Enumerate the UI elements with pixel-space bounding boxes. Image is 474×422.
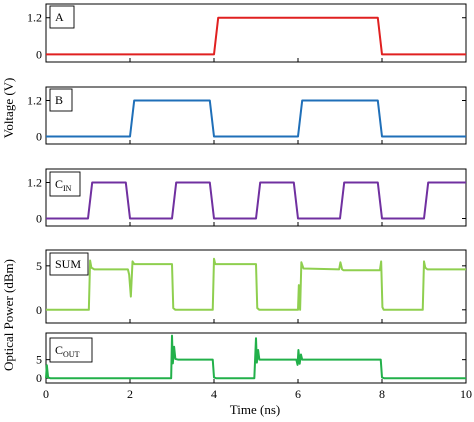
panel-tag-box: [49, 5, 75, 29]
series-line-a: [46, 16, 466, 56]
panel-tag-label: CIN: [55, 177, 72, 193]
x-tick-label: 10: [460, 387, 472, 401]
panel-2: 0 1.2 CIN: [27, 168, 467, 227]
x-tick-label: 4: [211, 387, 217, 401]
y-axis-title-optical: Optical Power (dBm): [1, 259, 16, 371]
y-tick-label: 1.2: [27, 11, 42, 25]
panel-frame: [45, 168, 467, 227]
panel-tag-label: COUT: [55, 343, 80, 359]
y-tick-label: 5: [36, 353, 42, 367]
panel-frame: [45, 3, 467, 63]
y-tick-label: 0: [36, 212, 42, 226]
panel-3: 0 5 SUM: [36, 249, 467, 324]
panel-tag-box: [49, 252, 89, 276]
panels-layer: 0 1.2 A 0 1.2 B 0 1.2 CIN 0 5 SUM 0 5 COUT: [27, 3, 467, 385]
x-tick-label: 8: [379, 387, 385, 401]
panel-tag-box: [49, 88, 73, 112]
x-axis-title: Time (ns): [230, 402, 280, 417]
y-tick-label: 0: [36, 371, 42, 385]
series-line-sum: [46, 257, 466, 311]
series-line-cout: [45, 334, 466, 380]
y-tick-label: 5: [36, 259, 42, 273]
y-tick-label: 0: [36, 47, 42, 61]
panel-frame: [45, 332, 467, 384]
panel-tag-label: B: [55, 93, 63, 107]
series-line-b: [46, 99, 466, 138]
panel-1: 0 1.2 B: [27, 86, 467, 145]
panel-frame: [45, 249, 467, 324]
y-tick-label: 0: [36, 303, 42, 317]
y-axis-title-voltage: Voltage (V): [1, 78, 16, 139]
panel-4: 0 5 COUT: [36, 332, 467, 385]
panel-frame: [45, 86, 467, 145]
y-tick-label: 0: [36, 130, 42, 144]
x-tick-label: 6: [295, 387, 301, 401]
y-tick-label: 1.2: [27, 176, 42, 190]
panel-tag-label: A: [55, 10, 64, 24]
x-tick-label: 2: [127, 387, 133, 401]
x-tick-label: 0: [43, 387, 49, 401]
panel-tag-box: [49, 171, 81, 197]
y-tick-label: 1.2: [27, 94, 42, 108]
panel-tag-label: SUM: [55, 257, 81, 271]
x-tick-labels: 0 2 4 6 8 10: [43, 387, 472, 401]
series-line-cin: [46, 181, 466, 220]
panel-tag-box: [49, 337, 93, 363]
panel-0: 0 1.2 A: [27, 3, 467, 63]
